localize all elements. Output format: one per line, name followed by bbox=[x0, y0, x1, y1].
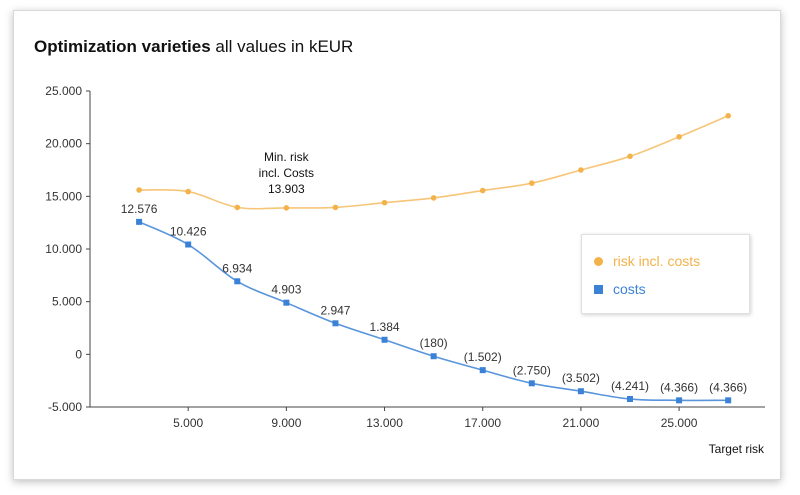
x-tick-label: 9.000 bbox=[271, 416, 301, 430]
y-tick-label: 15.000 bbox=[45, 189, 82, 203]
data-point-risk-incl-costs bbox=[185, 188, 191, 195]
data-point-risk-incl-costs bbox=[430, 195, 437, 201]
data-point-risk-incl-costs bbox=[578, 167, 584, 173]
x-axis-title: Target risk bbox=[709, 442, 765, 456]
y-tick-label: 20.000 bbox=[45, 137, 82, 151]
min-risk-annotation: incl. Costs bbox=[259, 166, 314, 180]
chart-legend: risk incl. costs costs bbox=[581, 234, 750, 314]
data-label-costs: 10.426 bbox=[170, 225, 207, 239]
chart-title: Optimization varieties all values in kEU… bbox=[34, 37, 353, 57]
data-point-risk-incl-costs bbox=[332, 204, 339, 211]
min-risk-annotation: Min. risk bbox=[264, 150, 310, 164]
x-tick-label: 13.000 bbox=[366, 416, 403, 430]
data-label-costs: (2.750) bbox=[513, 363, 551, 377]
y-tick-label: 10.000 bbox=[45, 242, 82, 256]
data-point-costs bbox=[479, 367, 486, 374]
data-point-costs bbox=[332, 320, 339, 327]
data-label-costs: (4.366) bbox=[709, 380, 747, 394]
legend-marker-square bbox=[594, 284, 603, 294]
data-label-costs: (1.502) bbox=[464, 350, 502, 364]
y-tick-label: 5.000 bbox=[52, 295, 82, 309]
x-tick-label: 17.000 bbox=[464, 416, 501, 430]
legend-label-costs: costs bbox=[613, 281, 646, 297]
min-risk-annotation: 13.903 bbox=[268, 182, 305, 196]
data-point-risk-incl-costs bbox=[529, 180, 535, 186]
data-point-costs bbox=[136, 218, 143, 225]
data-point-risk-incl-costs bbox=[234, 204, 241, 211]
data-label-costs: 1.384 bbox=[370, 320, 400, 334]
data-point-risk-incl-costs bbox=[676, 134, 682, 140]
data-point-risk-incl-costs bbox=[725, 112, 731, 119]
x-tick-label: 21.000 bbox=[563, 416, 600, 430]
data-point-risk-incl-costs bbox=[479, 187, 486, 194]
data-point-costs bbox=[725, 397, 732, 404]
legend-item-costs: costs bbox=[594, 281, 646, 297]
legend-marker-circle bbox=[594, 256, 603, 266]
x-tick-label: 5.000 bbox=[173, 416, 203, 430]
data-point-costs bbox=[577, 388, 584, 395]
y-tick-label: 0 bbox=[75, 347, 82, 361]
data-point-costs bbox=[676, 397, 683, 404]
data-point-costs bbox=[234, 278, 241, 285]
chart-title-bold: Optimization varieties bbox=[34, 37, 211, 56]
y-tick-label: -5.000 bbox=[48, 400, 82, 414]
data-label-costs: 12.576 bbox=[121, 202, 158, 216]
data-label-costs: 4.903 bbox=[271, 283, 301, 297]
legend-item-risk: risk incl. costs bbox=[594, 253, 700, 269]
data-label-costs: (4.241) bbox=[611, 379, 649, 393]
data-point-costs bbox=[185, 241, 192, 248]
y-tick-label: 25.000 bbox=[45, 84, 82, 98]
data-point-risk-incl-costs bbox=[627, 153, 633, 160]
series-line-risk-incl-costs bbox=[139, 115, 729, 210]
line-chart: -5.000 0 5.000 10.000 15.000 20.000 25.000 5.00… bbox=[45, 84, 765, 456]
data-point-risk-incl-costs bbox=[136, 187, 142, 193]
data-point-costs bbox=[430, 353, 437, 360]
data-point-costs bbox=[528, 380, 535, 387]
data-point-costs bbox=[627, 396, 633, 403]
data-label-costs: 2.947 bbox=[320, 303, 350, 317]
data-label-costs: (180) bbox=[420, 336, 448, 350]
data-label-costs: (3.502) bbox=[562, 371, 600, 385]
data-point-risk-incl-costs bbox=[381, 199, 388, 206]
data-point-risk-incl-costs bbox=[283, 205, 290, 211]
data-label-costs: (4.366) bbox=[660, 380, 698, 394]
legend-label-risk: risk incl. costs bbox=[613, 253, 701, 269]
chart-card: Optimization varieties all values in kEU… bbox=[13, 10, 781, 480]
data-label-costs: 6.934 bbox=[222, 261, 252, 275]
data-point-costs bbox=[381, 336, 388, 343]
x-tick-label: 25.000 bbox=[661, 416, 698, 430]
chart-title-rest: all values in kEUR bbox=[210, 37, 354, 56]
data-point-costs bbox=[283, 299, 290, 306]
